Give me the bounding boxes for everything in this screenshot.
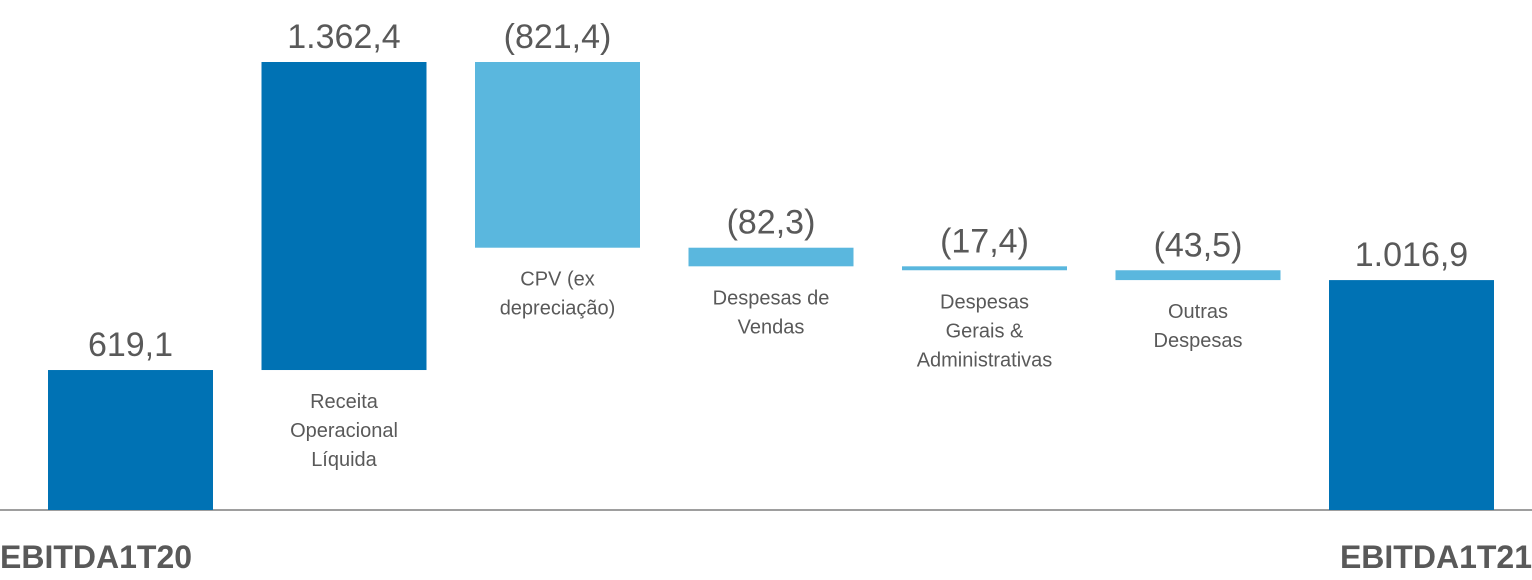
category-line: Despesas de [713,287,830,309]
value-label: 619,1 [88,326,173,364]
bar [1329,280,1494,510]
category-line: Receita [310,391,379,413]
bar [261,62,427,371]
bar [1115,270,1281,281]
category-line: Despesas [940,291,1029,313]
value-label: (43,5) [1154,226,1243,264]
category-label: EBITDA1T21 [1340,539,1532,575]
category-label: Despesas de Vendas [713,287,830,338]
category-line: Líquida [311,449,377,471]
value-label: 1.362,4 [287,18,400,56]
category-line: CPV (ex [520,269,594,291]
category-line: EBITDA1T21 [1340,539,1532,575]
bar [48,370,213,510]
value-label: (821,4) [504,18,612,56]
category-line: EBITDA1T20 [0,539,192,575]
category-label: Receita Operacional Líquida [290,391,398,471]
category-line: Operacional [290,420,398,442]
category-line: Gerais & [946,320,1024,342]
category-line: Despesas [1154,330,1243,352]
category-line: Outras [1168,301,1228,323]
category-line: Vendas [738,316,805,338]
value-label: (17,4) [940,222,1029,260]
category-line: depreciação) [500,298,616,320]
category-label: Outras Despesas [1154,301,1243,352]
category-line: Administrativas [917,349,1053,371]
bar [475,62,640,248]
value-label: 1.016,9 [1355,236,1468,274]
value-label: (82,3) [727,204,816,242]
bar [902,266,1067,271]
category-label: Despesas Gerais & Administrativas [917,291,1053,371]
category-label: EBITDA1T20 [0,539,192,575]
bar [688,247,854,267]
category-label: CPV (ex depreciação) [500,269,616,320]
